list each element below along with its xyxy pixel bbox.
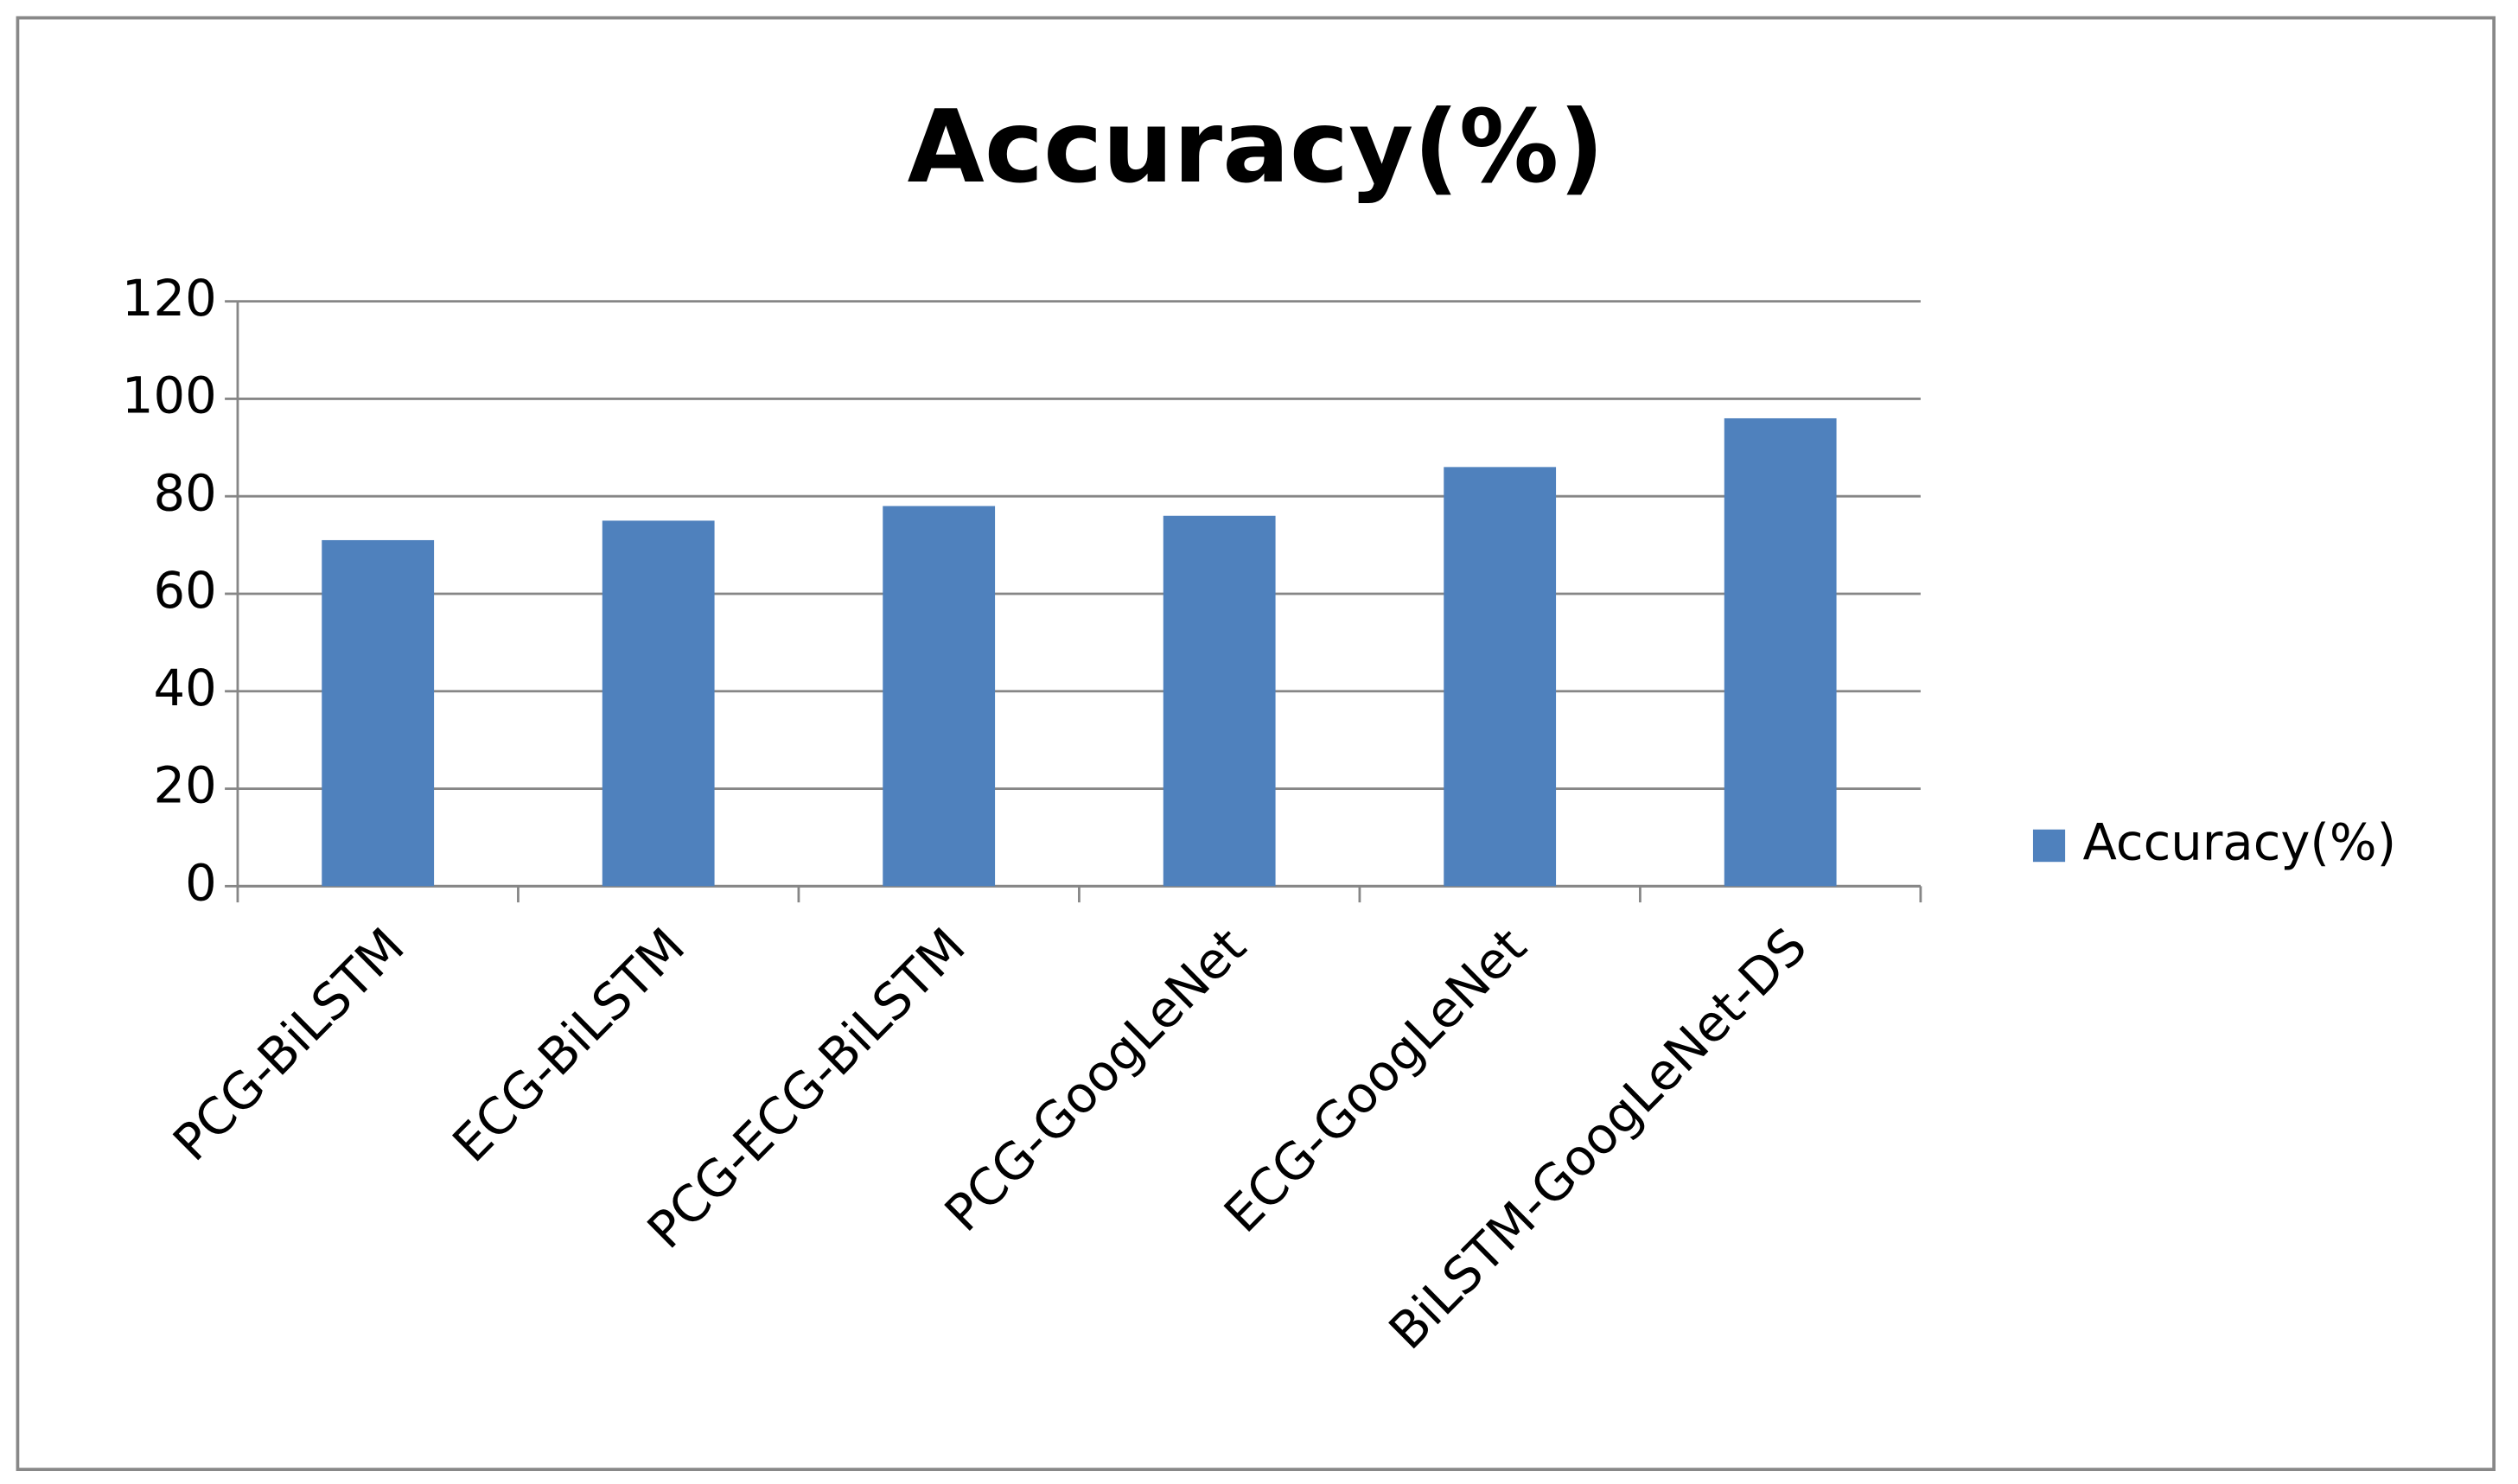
y-tick-label: 60 [154,561,217,620]
y-tick-label: 20 [154,755,217,814]
y-tick-label: 0 [185,853,217,912]
bar [883,506,996,887]
bar [602,520,715,887]
chart-title: Accuracy(%) [908,89,1604,206]
y-tick-label: 40 [154,659,217,717]
bar [1163,515,1276,887]
legend-label: Accuracy(%) [2083,812,2397,871]
bar [1444,467,1557,887]
y-tick-label: 80 [154,463,217,522]
bar [1724,417,1837,887]
legend-swatch [2032,829,2066,863]
bar [322,539,435,887]
y-tick-label: 120 [122,269,217,328]
y-tick-label: 100 [122,366,217,424]
